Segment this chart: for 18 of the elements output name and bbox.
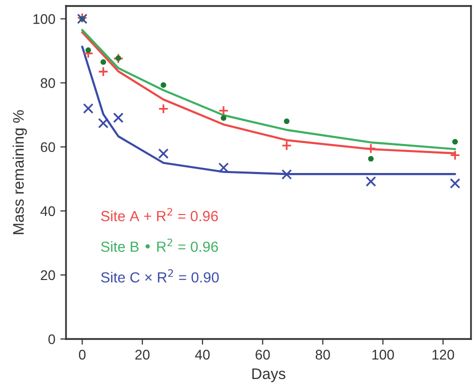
y-tick-label: 60 [40,142,56,152]
y-tick-label: 0 [48,334,56,344]
x-axis-title: Days [252,368,286,382]
y-axis-title: Mass remaining % [12,110,27,234]
x-tick-label: 120 [432,350,454,360]
y-tick-label: 40 [40,206,56,216]
x-tick-label: 40 [195,350,210,360]
annotation: Site B • R$^{2}$ = 0.96 [101,238,218,252]
y-tick-label: 100 [33,14,56,24]
x-tick-label: 100 [372,350,394,360]
y-tick-label: 20 [40,270,56,280]
x-tick-label: 60 [256,350,270,360]
y-tick-label: 80 [40,78,56,88]
x-tick-label: 80 [316,350,330,360]
annotation: Site A + R$^{2}$ = 0.96 [101,208,218,222]
x-tick-label: 0 [78,350,86,360]
x-tick-label: 20 [135,350,150,360]
annotation: Site C × R$^{2}$ = 0.90 [101,269,219,283]
